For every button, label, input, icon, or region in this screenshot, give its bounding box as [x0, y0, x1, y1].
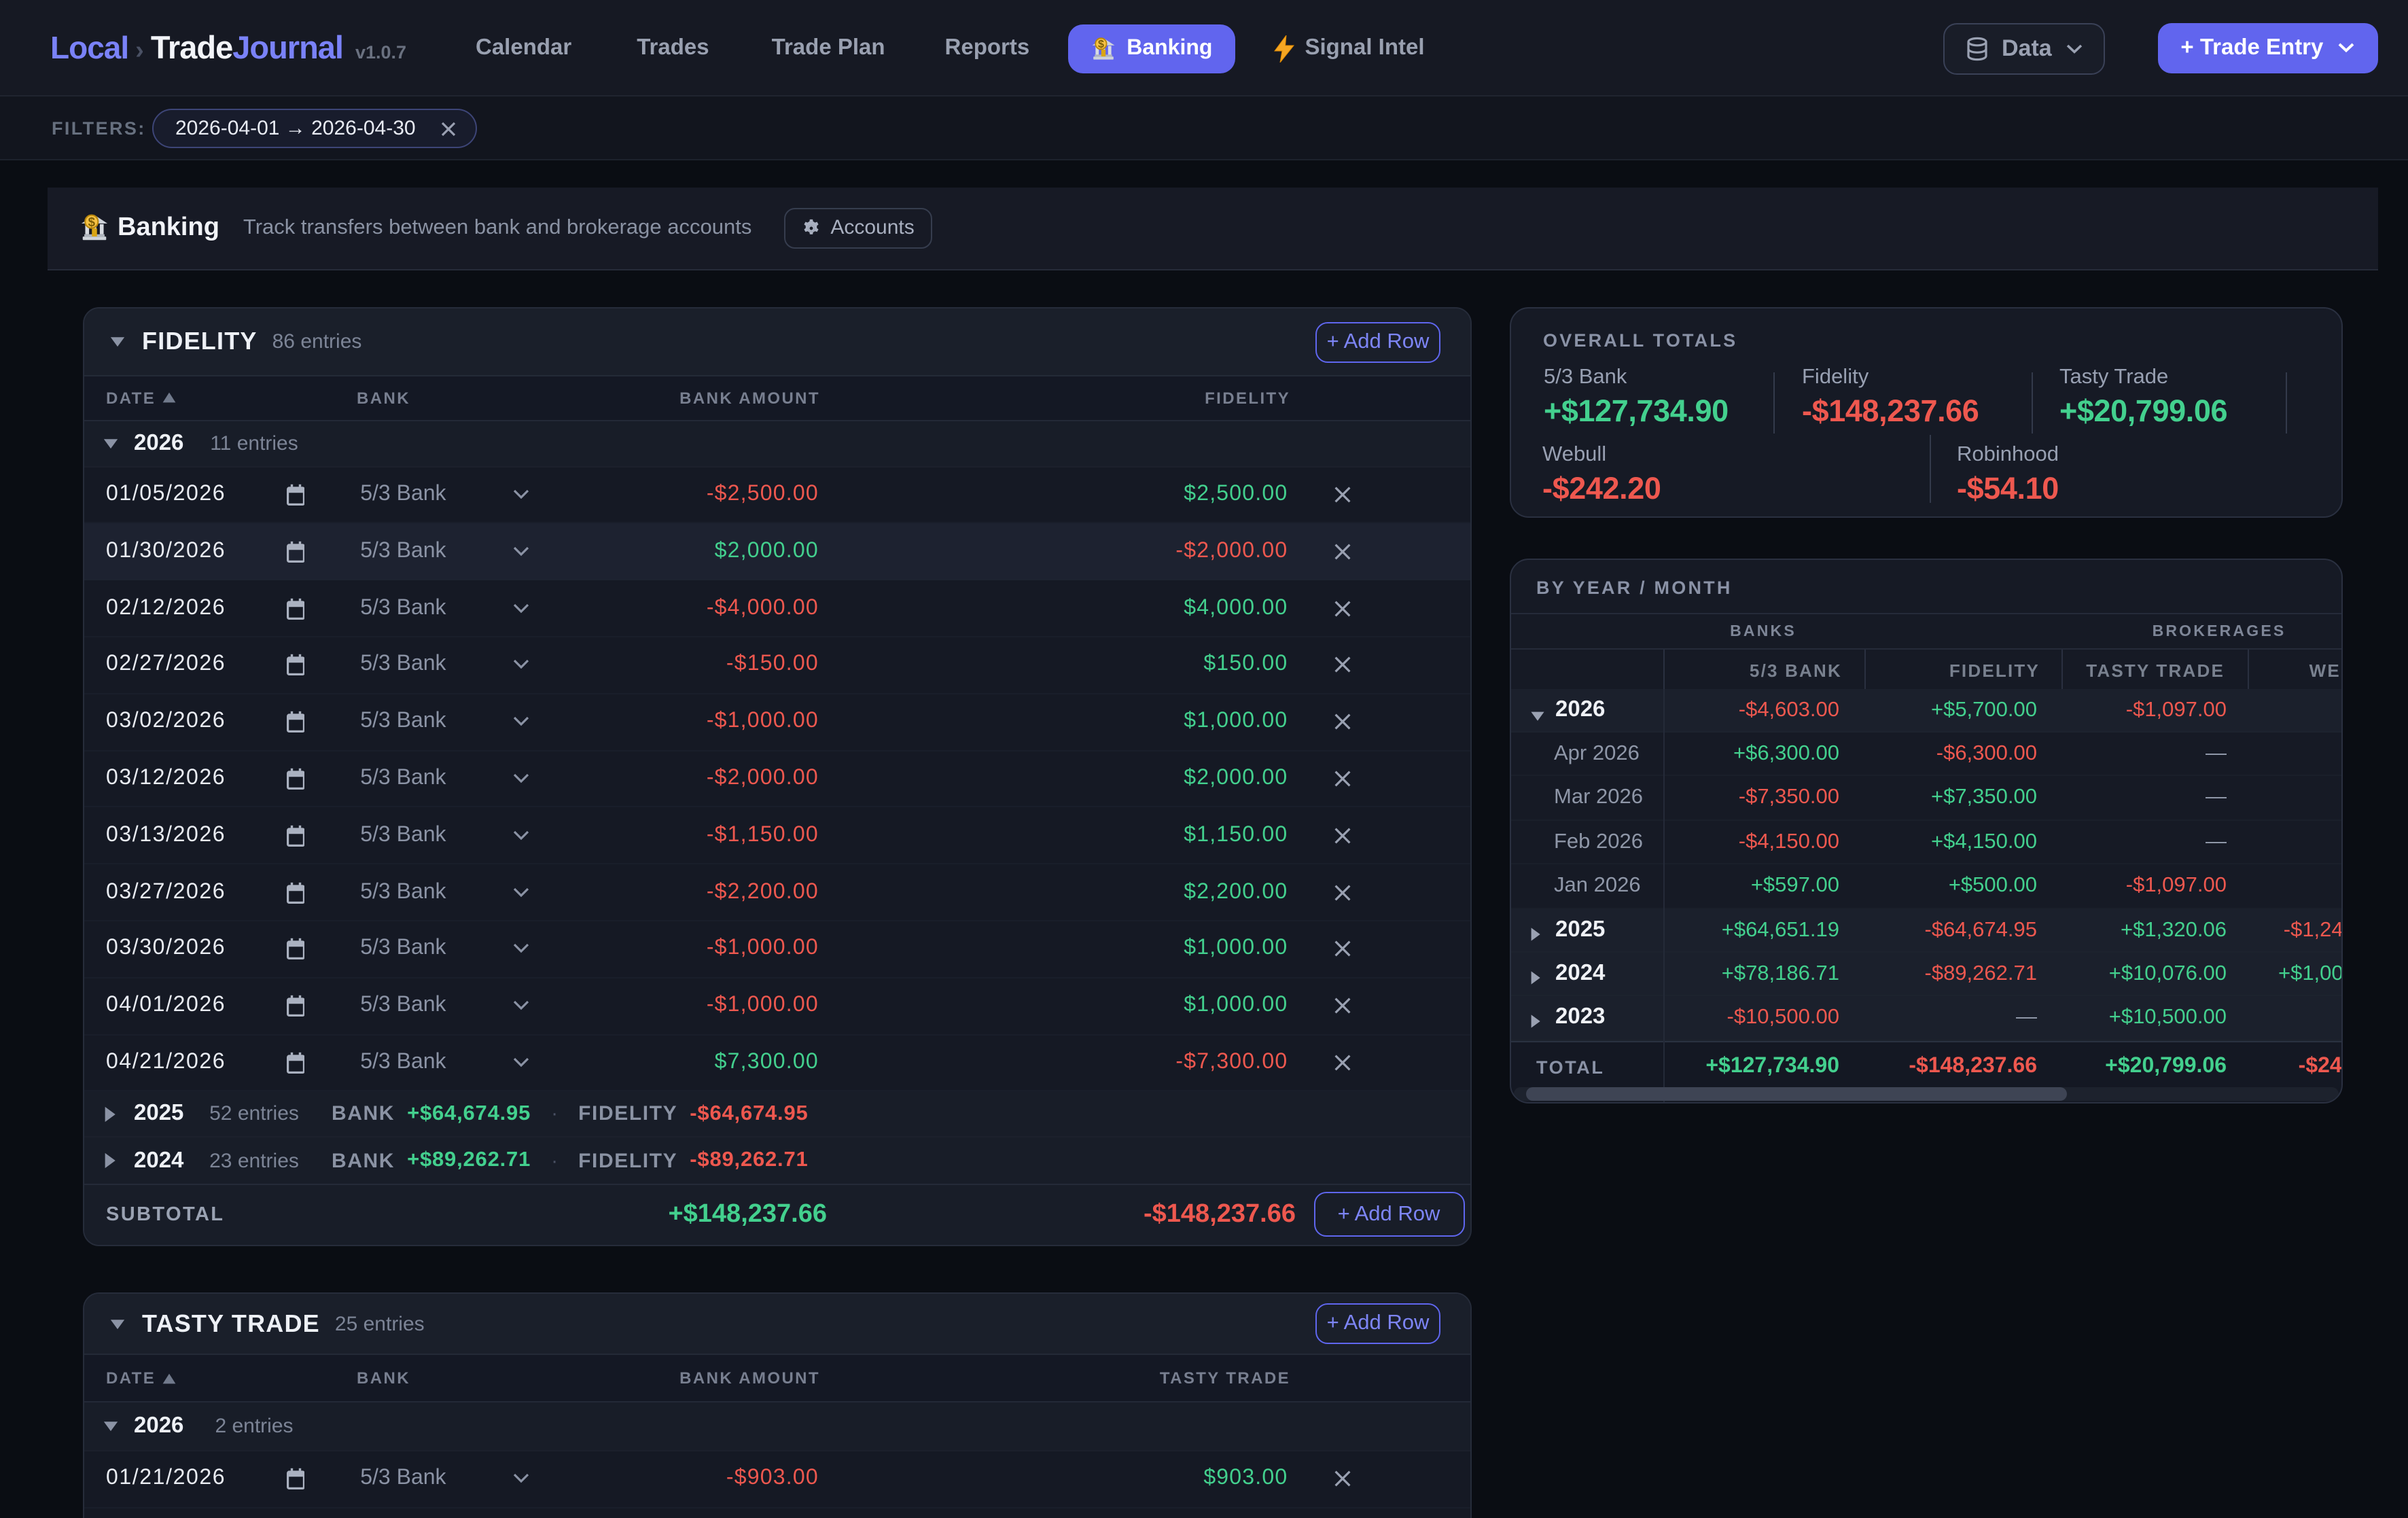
svg-text:$: $ [1098, 38, 1104, 50]
svg-text:$: $ [88, 215, 96, 229]
